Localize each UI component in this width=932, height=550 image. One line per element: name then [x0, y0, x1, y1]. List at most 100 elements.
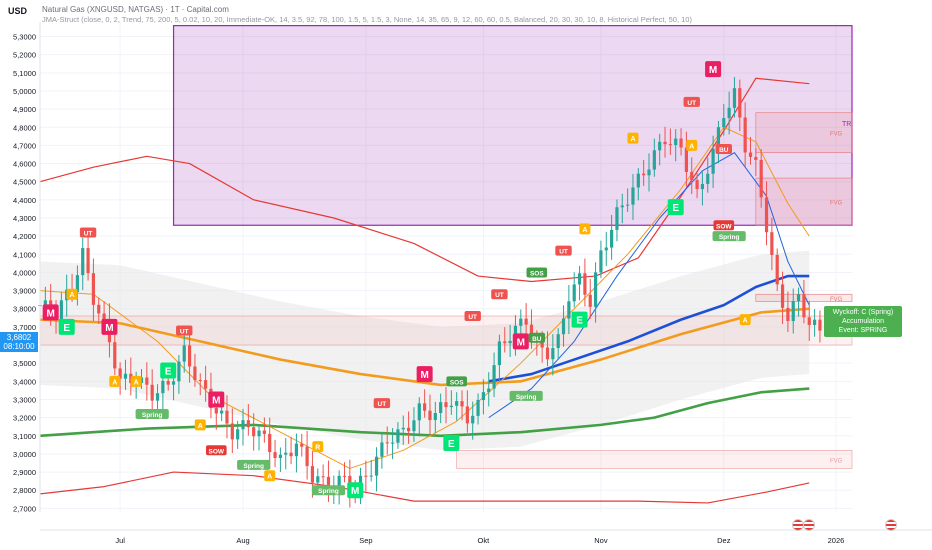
marker-m[interactable]: M: [101, 318, 118, 335]
marker-a[interactable]: A: [739, 314, 751, 326]
fvg-label: FVG: [830, 297, 843, 303]
marker-ut[interactable]: UT: [464, 311, 481, 321]
candle: [642, 159, 646, 186]
marker-spring[interactable]: Spring: [135, 409, 169, 419]
candle: [556, 328, 560, 359]
marker-ut[interactable]: UT: [79, 227, 97, 238]
marker-spring[interactable]: Spring: [509, 390, 543, 401]
marker-spring[interactable]: Spring: [712, 231, 746, 242]
marker-m[interactable]: M: [705, 61, 722, 78]
marker-sos[interactable]: SOS: [526, 267, 548, 278]
x-tick-label: Okt: [478, 536, 491, 545]
candle: [396, 422, 400, 449]
candle: [433, 401, 437, 434]
marker-e[interactable]: E: [667, 199, 684, 216]
y-tick-label: 3,5000: [13, 359, 36, 368]
candle: [305, 430, 309, 480]
wyckoff-type: Accumulation: [841, 318, 885, 325]
volatility-band: [40, 250, 810, 451]
marker-a[interactable]: A: [264, 470, 276, 482]
marker-sos[interactable]: SOS: [446, 376, 467, 387]
candle: [786, 291, 790, 333]
x-tick-label: Dez: [717, 536, 731, 545]
candle: [572, 272, 576, 308]
flag-us-icon[interactable]: [885, 519, 897, 531]
marker-a[interactable]: A: [579, 223, 591, 235]
candle: [818, 310, 822, 343]
marker-a[interactable]: A: [627, 132, 639, 144]
marker-m[interactable]: M: [42, 304, 59, 321]
marker-ut[interactable]: UT: [683, 96, 700, 107]
svg-text:UT: UT: [559, 249, 568, 256]
marker-a[interactable]: A: [130, 375, 142, 387]
symbol-title[interactable]: Natural Gas (XNGUSD, NATGAS) · 1T · Capi…: [42, 5, 229, 14]
candle: [262, 417, 266, 443]
candle: [439, 393, 443, 424]
marker-ut[interactable]: UT: [176, 325, 193, 336]
candle: [503, 327, 507, 353]
svg-text:E: E: [63, 323, 70, 334]
marker-e[interactable]: E: [58, 318, 75, 335]
marker-m[interactable]: M: [347, 482, 364, 499]
candle: [385, 426, 389, 455]
candle: [668, 128, 672, 155]
marker-r[interactable]: R: [312, 441, 324, 453]
svg-text:UT: UT: [180, 329, 189, 336]
marker-ut[interactable]: UT: [555, 245, 572, 256]
fvg-zone: [456, 449, 853, 469]
candle: [716, 120, 721, 164]
candle: [97, 297, 101, 324]
y-axis[interactable]: 5,3000 5,2000 5,1000 5,0000 4,9000 4,8000 4,70…: [13, 22, 41, 513]
marker-m[interactable]: M: [512, 333, 529, 350]
candle: [807, 301, 811, 341]
candle: [695, 172, 699, 199]
candle: [754, 148, 758, 177]
candle: [583, 258, 587, 307]
marker-spring[interactable]: Spring: [311, 485, 346, 496]
price-tag: 3,6802 08:10:00: [0, 332, 38, 352]
candle: [268, 417, 272, 469]
marker-e[interactable]: E: [571, 311, 588, 328]
marker-bu[interactable]: BU: [715, 144, 732, 155]
flag-us-icon[interactable]: [803, 519, 815, 531]
candle: [230, 408, 234, 454]
svg-text:SOS: SOS: [530, 270, 544, 277]
candle: [364, 460, 368, 492]
y-tick-label: 3,0000: [13, 450, 36, 459]
x-axis[interactable]: Jul Aug Sep Okt Nov Dez 2026: [40, 529, 932, 545]
marker-a[interactable]: A: [109, 375, 121, 387]
svg-text:SOS: SOS: [450, 379, 464, 386]
marker-bu[interactable]: BU: [528, 332, 546, 343]
candle: [193, 353, 197, 387]
candle: [674, 129, 678, 162]
candle: [374, 447, 379, 492]
marker-sow[interactable]: SOW: [205, 445, 227, 456]
overlay-line-green_thick: [39, 387, 810, 438]
candle: [764, 181, 769, 246]
marker-sow[interactable]: SOW: [713, 220, 735, 231]
candle: [647, 153, 651, 192]
svg-text:UT: UT: [495, 292, 504, 299]
marker-e[interactable]: E: [160, 362, 177, 379]
marker-spring[interactable]: Spring: [237, 459, 271, 470]
candle: [342, 462, 347, 483]
candle: [492, 352, 496, 398]
svg-text:Spring: Spring: [142, 412, 163, 419]
marker-a[interactable]: A: [194, 419, 206, 431]
y-tick-label: 3,7000: [13, 323, 36, 332]
marker-ut[interactable]: UT: [491, 289, 508, 300]
marker-a[interactable]: A: [686, 139, 698, 151]
y-tick-label: 4,1000: [13, 250, 36, 259]
marker-m[interactable]: M: [416, 366, 433, 383]
y-tick-label: 4,9000: [13, 105, 36, 114]
indicator-legend[interactable]: JMA-Struct (close, 0, 2, Trend, 75, 200,…: [42, 15, 692, 24]
marker-e[interactable]: E: [443, 435, 460, 452]
candle: [551, 334, 555, 376]
y-tick-label: 4,0000: [13, 268, 36, 277]
candle: [278, 447, 282, 472]
marker-ut[interactable]: UT: [373, 398, 391, 409]
marker-m[interactable]: M: [208, 391, 225, 408]
marker-a[interactable]: A: [66, 288, 78, 300]
y-tick-label: 4,2000: [13, 232, 36, 241]
